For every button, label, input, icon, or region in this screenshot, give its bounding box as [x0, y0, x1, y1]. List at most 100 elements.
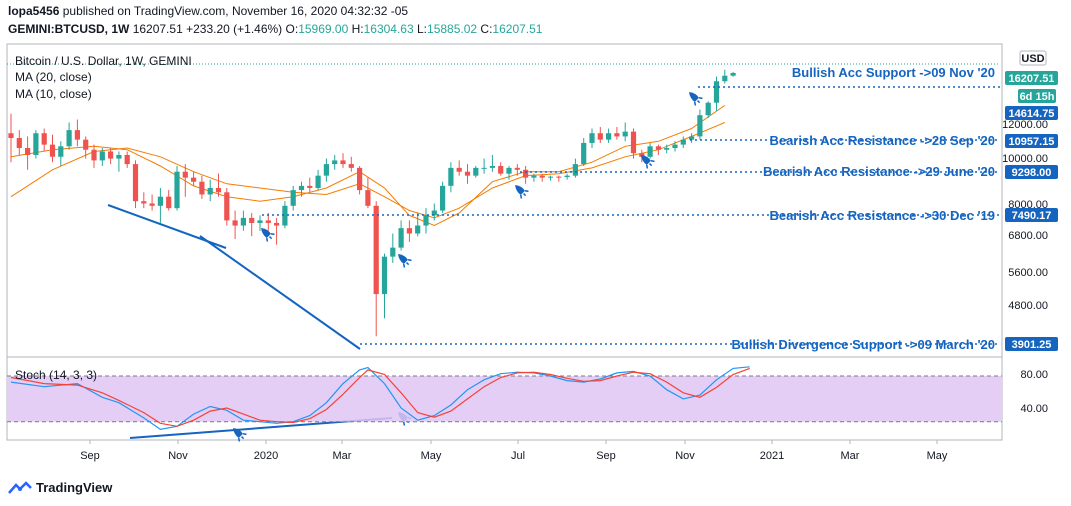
stochastic-pane	[7, 366, 1002, 431]
candle-body	[215, 187, 222, 193]
candle-body	[689, 136, 695, 140]
candle-body	[647, 146, 653, 157]
price-tick-label: 6800.00	[1008, 230, 1048, 242]
high-label: H:	[351, 22, 364, 36]
rocket-icon	[641, 155, 655, 169]
candle-body	[473, 167, 479, 176]
annotations: Bullish Acc Support ->09 Nov '20 Bearish …	[107, 65, 1000, 442]
candle-body	[630, 131, 637, 154]
divergence-line	[199, 235, 361, 350]
tradingview-icon	[8, 480, 32, 494]
time-tick-label: Nov	[168, 450, 188, 462]
candle-body	[174, 171, 180, 209]
candle-body	[323, 164, 329, 176]
price-tick-label: 12000.00	[1002, 119, 1048, 131]
time-tick-label: May	[927, 450, 948, 462]
candle-body	[298, 185, 305, 191]
price-tag-label: 7490.17	[1012, 210, 1052, 222]
rocket-icon	[515, 185, 529, 199]
symbol-label: GEMINI:BTCUSD, 1W	[8, 22, 130, 36]
time-tick-label: May	[421, 450, 442, 462]
price-tag-label: 16207.51	[1009, 73, 1055, 85]
high-value: 16304.63	[363, 22, 414, 36]
candle-body	[290, 190, 296, 206]
candles	[8, 69, 736, 337]
candle-body	[381, 256, 388, 295]
candle-body	[373, 205, 379, 295]
candle-body	[506, 167, 512, 174]
candle-body	[713, 81, 720, 103]
price-tag	[1019, 50, 1047, 66]
candle-body	[639, 153, 645, 157]
candle-body	[224, 192, 230, 221]
chart-frame	[6, 43, 1003, 441]
candle-body	[464, 171, 471, 176]
candle-body	[680, 139, 686, 145]
ma10-legend: MA (10, close)	[15, 87, 92, 101]
chart-title: Bitcoin / U.S. Dollar, 1W, GEMINI	[15, 54, 192, 68]
rocket-icon	[261, 228, 275, 242]
candle-body	[116, 154, 122, 159]
candle-body	[597, 133, 603, 140]
candle-body	[481, 167, 487, 169]
candle-body	[614, 133, 620, 137]
candle-body	[390, 247, 396, 257]
candle-body	[581, 142, 587, 165]
candle-body	[249, 217, 255, 223]
candle-body	[423, 215, 429, 226]
rocket-icon	[689, 92, 703, 106]
candle-body	[523, 169, 529, 178]
axes: Sep Nov 2020 Mar May Jul Sep Nov 2021 Mar May 12000…	[80, 50, 1058, 462]
close-value: 16207.51	[492, 22, 543, 36]
stoch-band	[8, 375, 1001, 422]
stoch-legend: Stoch (14, 3, 3)	[15, 368, 98, 382]
price-tag-label: 14614.75	[1009, 108, 1055, 120]
candle-body	[307, 185, 313, 188]
candle-body	[91, 149, 97, 161]
time-tick-label: Mar	[841, 450, 860, 462]
candle-body	[539, 175, 545, 178]
candle-body	[191, 177, 197, 182]
candle-body	[415, 225, 421, 234]
candle-body	[547, 176, 554, 178]
candle-body	[33, 133, 39, 155]
candle-body	[199, 181, 205, 195]
candle-body	[606, 133, 612, 140]
price-tag-label: USD	[1021, 53, 1044, 65]
candle-body	[108, 151, 114, 159]
moving-averages	[10, 104, 726, 227]
price-tag-label: 9298.00	[1012, 167, 1052, 179]
candle-body	[348, 164, 354, 168]
candle-body	[74, 130, 80, 140]
time-tick-label: Sep	[80, 450, 100, 462]
price-tag	[1005, 106, 1058, 120]
candle-body	[340, 160, 346, 165]
candle-body	[556, 176, 562, 178]
annotation-label: Bearish Acc Resistance ->30 Dec '19	[769, 208, 995, 223]
time-tick-label: 2020	[254, 450, 278, 462]
price-tick-label: 5600.00	[1008, 267, 1048, 279]
candle-body	[124, 154, 130, 165]
candle-body	[365, 190, 371, 206]
price-tag-label: 6d 15h	[1020, 91, 1055, 103]
candle-body	[149, 203, 155, 206]
price-tag	[1005, 165, 1058, 179]
annotation-label: Bullish Divergence Support ->09 March '2…	[731, 337, 995, 352]
rocket-icon	[398, 254, 412, 268]
candle-body	[622, 131, 628, 137]
stoch-tick-label: 80.00	[1020, 369, 1048, 381]
candle-body	[431, 210, 437, 216]
low-label: L:	[417, 22, 428, 36]
tradingview-logo[interactable]: TradingView	[8, 480, 112, 495]
candle-body	[41, 133, 47, 145]
candle-body	[232, 220, 238, 226]
price-tag	[1005, 71, 1058, 85]
candle-body	[456, 167, 462, 172]
open-label: O:	[285, 22, 299, 36]
candle-body	[655, 146, 661, 150]
candle-body	[664, 148, 670, 150]
candle-body	[257, 220, 263, 223]
candle-body	[8, 133, 14, 139]
ohlc-bar: GEMINI:BTCUSD, 1W 16207.51 +233.20 (+1.4…	[8, 22, 542, 36]
